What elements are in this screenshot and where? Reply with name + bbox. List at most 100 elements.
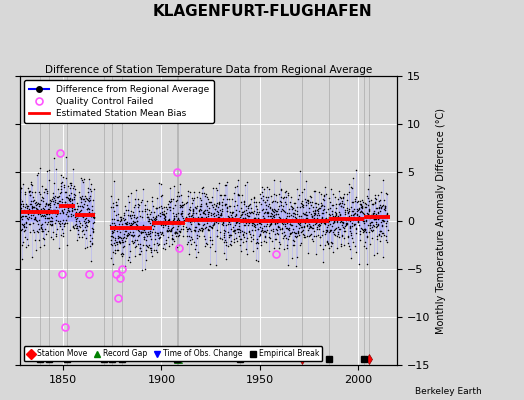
Point bbox=[82, 202, 91, 208]
Point bbox=[309, 215, 318, 222]
Point bbox=[324, 240, 332, 246]
Point bbox=[237, 248, 245, 254]
Point bbox=[325, 244, 333, 251]
Point bbox=[226, 220, 234, 227]
Point bbox=[132, 202, 140, 208]
Point bbox=[258, 207, 266, 213]
Point bbox=[39, 198, 48, 204]
Point bbox=[333, 219, 341, 225]
Point bbox=[60, 182, 68, 188]
Point bbox=[68, 208, 77, 215]
Point bbox=[177, 211, 185, 218]
Point bbox=[221, 192, 229, 198]
Point bbox=[254, 240, 263, 246]
Point bbox=[53, 209, 62, 215]
Point bbox=[378, 213, 386, 220]
Point bbox=[56, 218, 64, 225]
Point bbox=[56, 210, 64, 217]
Point bbox=[229, 216, 237, 223]
Point bbox=[117, 217, 125, 223]
Point bbox=[27, 212, 35, 219]
Point bbox=[258, 225, 266, 231]
Point bbox=[282, 215, 291, 222]
Point bbox=[34, 210, 42, 217]
Point bbox=[335, 209, 343, 215]
Point bbox=[66, 198, 74, 204]
Point bbox=[209, 185, 217, 191]
Point bbox=[60, 184, 69, 191]
Point bbox=[50, 155, 58, 161]
Point bbox=[308, 221, 316, 228]
Point bbox=[66, 185, 74, 191]
Point bbox=[35, 217, 43, 224]
Point bbox=[239, 239, 247, 246]
Point bbox=[211, 248, 220, 254]
Point bbox=[200, 233, 209, 239]
Point bbox=[238, 209, 246, 215]
Point bbox=[299, 204, 307, 210]
Point bbox=[311, 208, 319, 214]
Point bbox=[107, 204, 115, 210]
Point bbox=[79, 179, 88, 185]
Point bbox=[185, 237, 194, 243]
Point bbox=[123, 232, 131, 238]
Point bbox=[174, 232, 182, 239]
Point bbox=[297, 240, 305, 246]
Point bbox=[54, 208, 62, 214]
Point bbox=[264, 209, 272, 216]
Point bbox=[64, 196, 73, 202]
Point bbox=[245, 209, 254, 216]
Point bbox=[30, 189, 39, 196]
Point bbox=[379, 217, 387, 223]
Point bbox=[156, 218, 165, 225]
Point bbox=[165, 198, 173, 204]
Point bbox=[155, 241, 163, 248]
Point bbox=[354, 206, 363, 213]
Point bbox=[365, 222, 374, 228]
Point bbox=[174, 210, 182, 216]
Point bbox=[128, 218, 137, 224]
Point bbox=[336, 218, 345, 224]
Point bbox=[344, 233, 353, 239]
Point bbox=[45, 177, 53, 184]
Point bbox=[187, 213, 195, 220]
Point bbox=[307, 194, 315, 200]
Point bbox=[125, 199, 134, 206]
Point bbox=[321, 216, 330, 222]
Point bbox=[54, 192, 63, 199]
Point bbox=[42, 188, 51, 194]
Point bbox=[24, 216, 32, 222]
Point bbox=[374, 216, 382, 223]
Point bbox=[34, 220, 42, 227]
Point bbox=[200, 210, 208, 216]
Point bbox=[337, 241, 346, 248]
Point bbox=[73, 214, 81, 221]
Point bbox=[153, 240, 161, 246]
Point bbox=[77, 199, 85, 205]
Point bbox=[119, 238, 128, 245]
Point bbox=[39, 235, 47, 242]
Point bbox=[48, 209, 56, 216]
Point bbox=[194, 248, 202, 255]
Point bbox=[130, 204, 139, 210]
Point bbox=[177, 208, 185, 214]
Point bbox=[345, 181, 353, 187]
Point bbox=[84, 197, 92, 203]
Point bbox=[160, 213, 169, 220]
Point bbox=[285, 227, 293, 233]
Point bbox=[126, 259, 134, 266]
Point bbox=[345, 189, 353, 195]
Point bbox=[173, 226, 182, 233]
Point bbox=[318, 232, 326, 238]
Point bbox=[45, 211, 53, 217]
Point bbox=[285, 206, 293, 212]
Point bbox=[288, 206, 296, 212]
Point bbox=[83, 196, 91, 202]
Point bbox=[369, 216, 378, 222]
Point bbox=[377, 205, 386, 211]
Point bbox=[36, 244, 44, 250]
Point bbox=[259, 197, 267, 204]
Point bbox=[226, 202, 234, 209]
Point bbox=[143, 214, 151, 220]
Point bbox=[340, 234, 348, 241]
